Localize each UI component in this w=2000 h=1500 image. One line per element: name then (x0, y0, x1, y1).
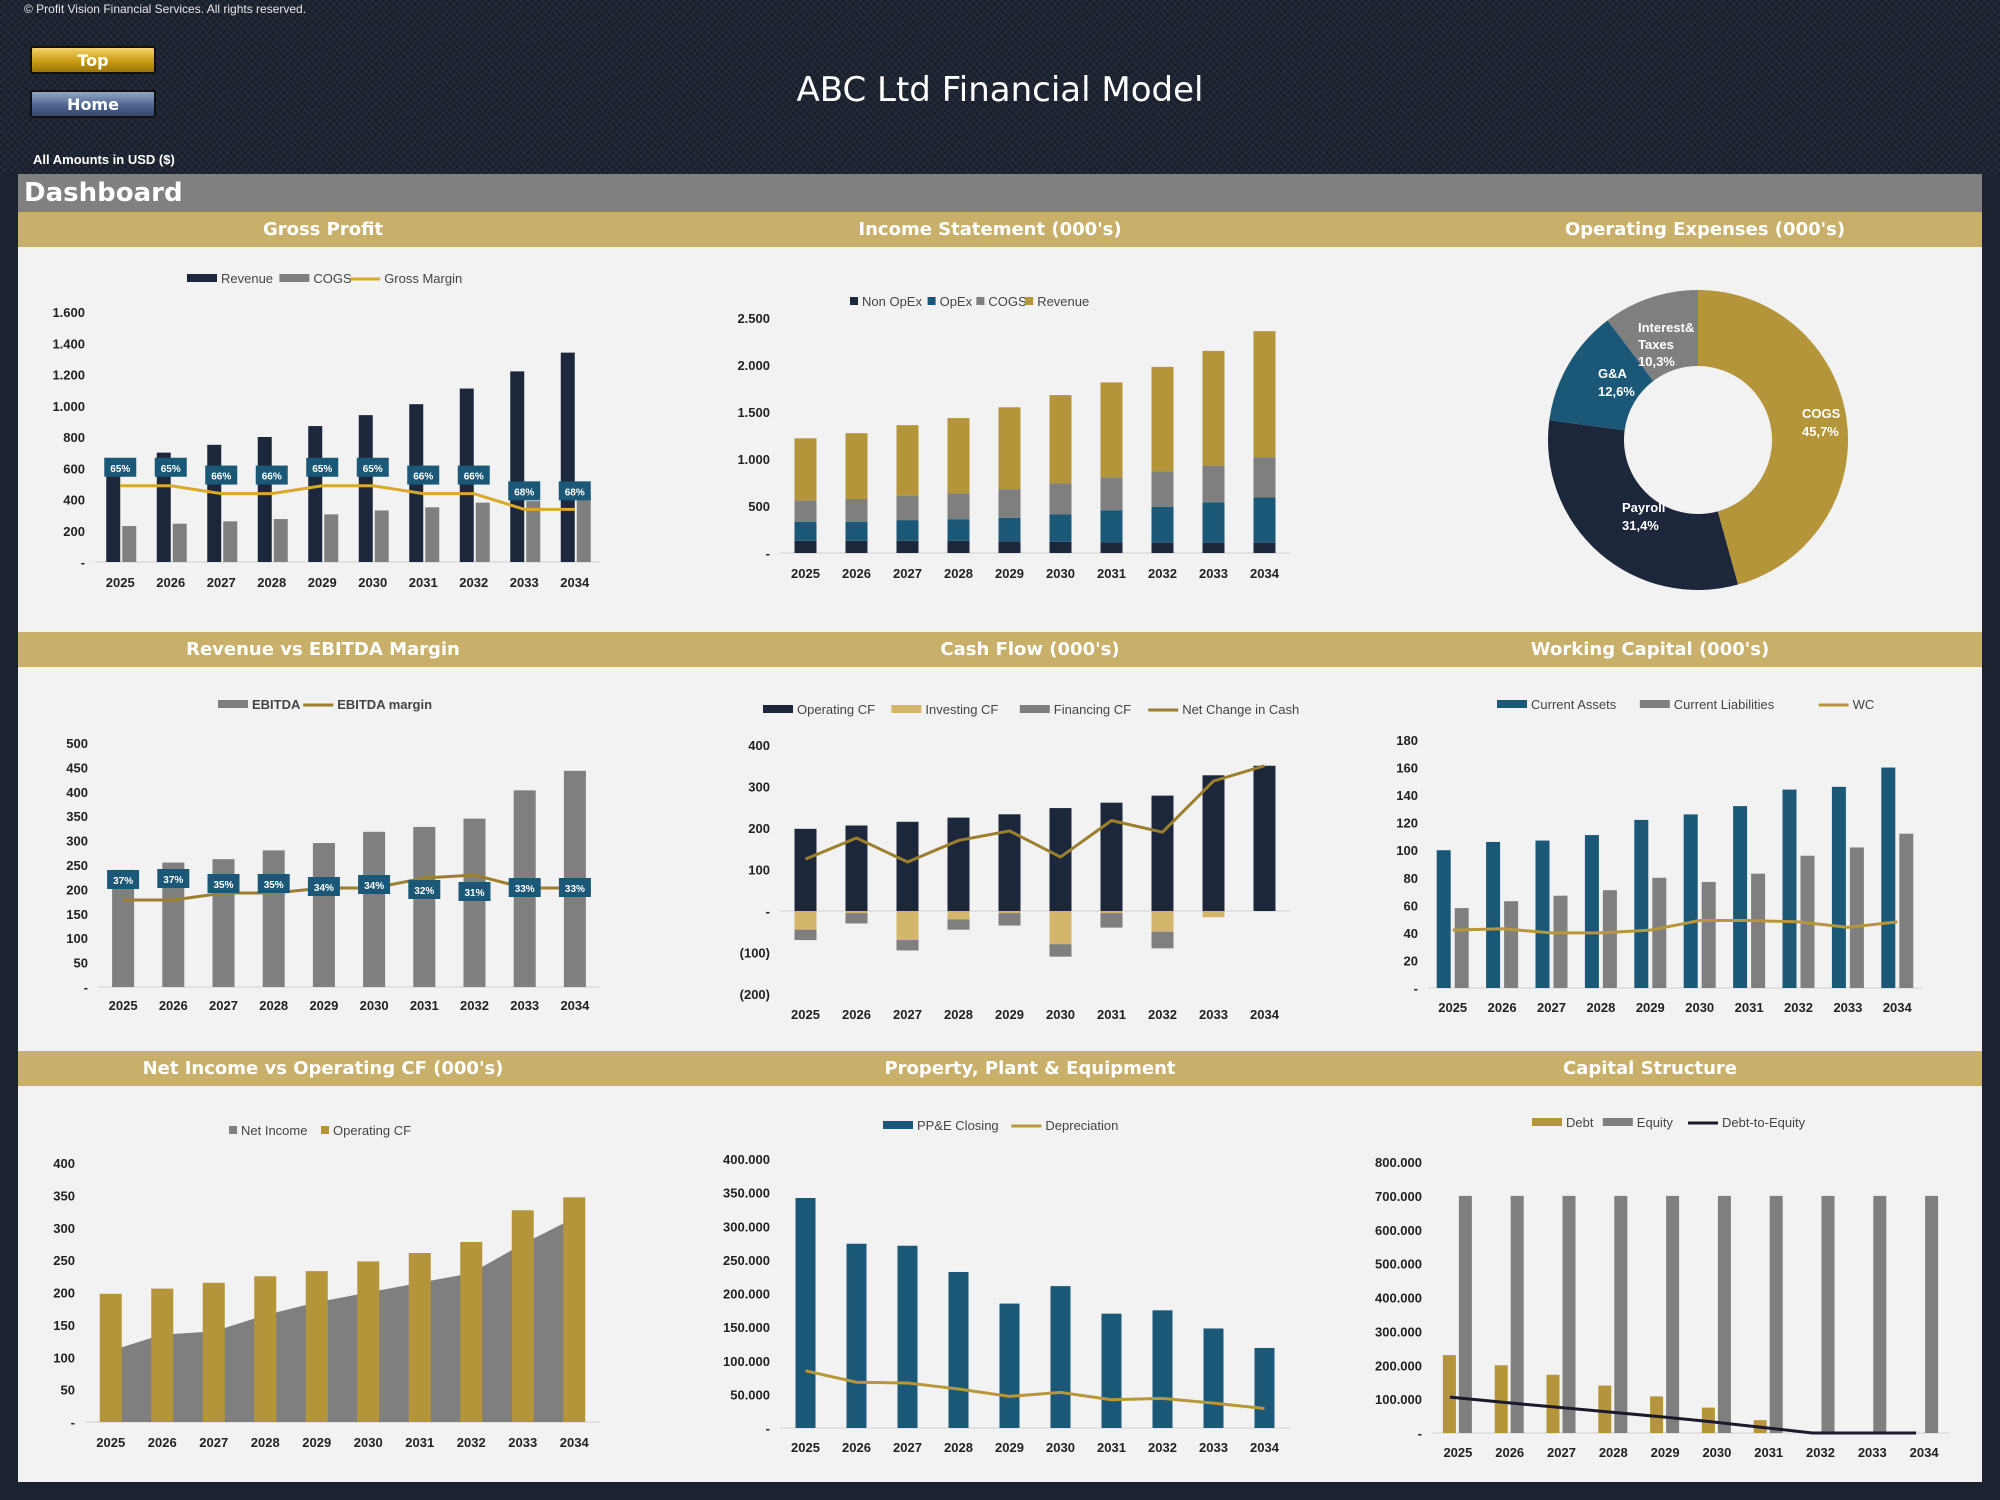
header: © Profit Vision Financial Services. All … (0, 0, 2000, 174)
gross-profit-title: Gross Profit (262, 219, 384, 240)
revenue-ebitda-title: Revenue vs EBITDA Margin (186, 639, 460, 660)
income-statement-title: Income Statement (000's) (858, 219, 1122, 240)
operating-expenses-title: Operating Expenses (000's) (1564, 219, 1846, 240)
working-capital-title: Working Capital (000's) (1530, 639, 1770, 660)
title-band-row2 (18, 632, 1982, 667)
cash-flow-title: Cash Flow (000's) (940, 639, 1120, 660)
ppe-title: Property, Plant & Equipment (884, 1058, 1176, 1079)
currency-note: All Amounts in USD ($) (33, 152, 175, 167)
chart-area-row2 (18, 667, 1982, 1051)
title-band-row3 (18, 1051, 1982, 1086)
page-title: ABC Ltd Financial Model (796, 70, 1204, 110)
chart-area-row1 (18, 247, 1982, 632)
net-income-ocf-title: Net Income vs Operating CF (000's) (142, 1058, 504, 1079)
title-band-row1 (18, 212, 1982, 247)
capital-structure-title: Capital Structure (1562, 1058, 1738, 1079)
home-button[interactable]: Home (30, 90, 156, 118)
top-button[interactable]: Top (30, 46, 156, 74)
copyright-text: © Profit Vision Financial Services. All … (24, 2, 307, 16)
chart-area-row3 (18, 1086, 1982, 1482)
dashboard-section-title: Dashboard (18, 174, 1982, 212)
